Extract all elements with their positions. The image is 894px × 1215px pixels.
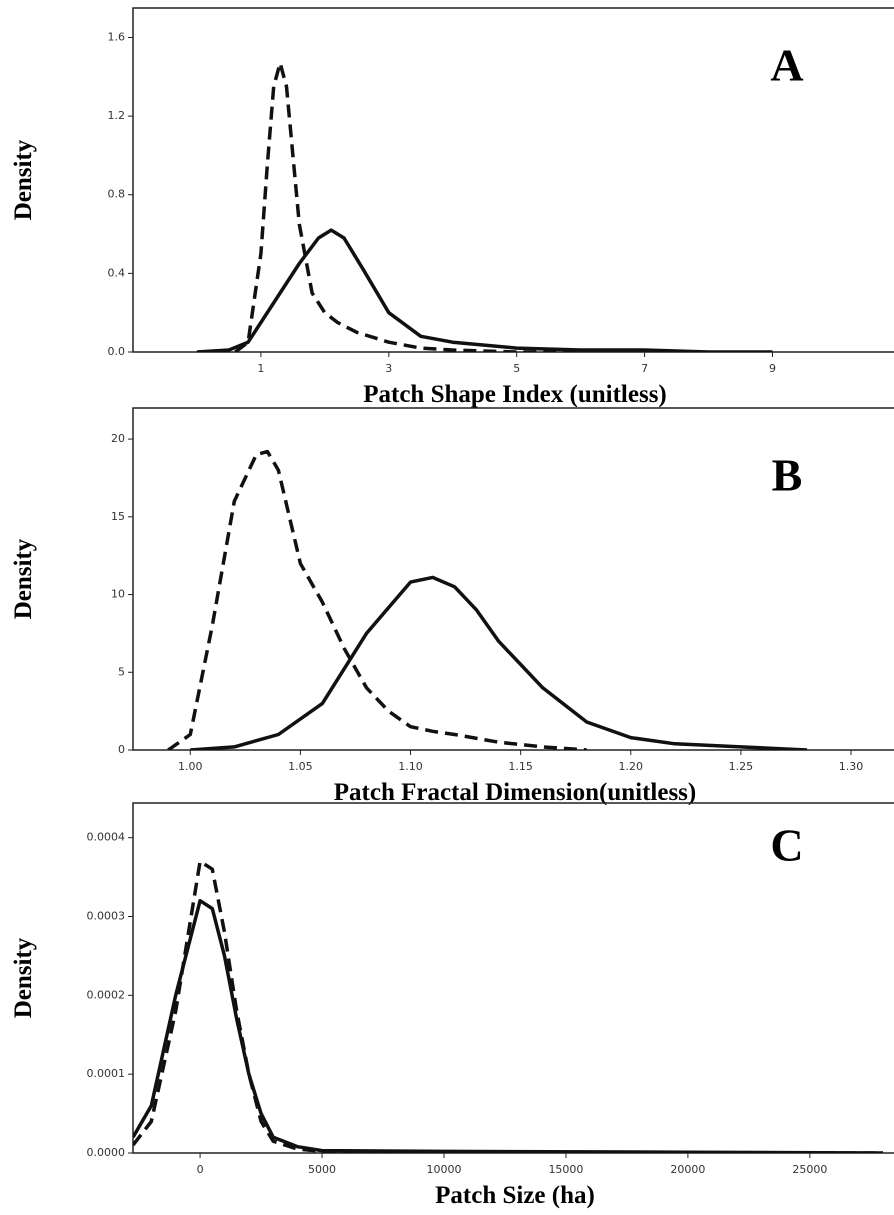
x-axis-label: Patch Fractal Dimension(unitless)	[334, 779, 696, 806]
y-tick-label: 0.8	[108, 188, 126, 201]
y-tick-label: 0.0004	[87, 831, 126, 844]
panel-label: C	[770, 820, 803, 871]
x-tick-label: 20000	[670, 1163, 705, 1176]
axis-frame	[132, 407, 894, 751]
y-tick-label: 5	[118, 665, 125, 678]
y-tick-label: 0.0	[108, 345, 126, 358]
x-tick-label: 1.05	[288, 760, 313, 773]
x-tick-label: 1.30	[839, 760, 864, 773]
y-tick-label: 0.0002	[87, 988, 126, 1001]
y-tick-label: 15	[111, 510, 125, 523]
x-tick-label: 5	[513, 362, 520, 375]
y-tick-label: 0.0000	[87, 1146, 126, 1159]
x-tick-label: 25000	[792, 1163, 827, 1176]
panel: 0.0000 0.0001 0.0002 0.0003 0.0004 0 5000 10000…	[10, 802, 894, 1209]
x-tick-label: 15000	[548, 1163, 583, 1176]
density-line	[133, 898, 884, 1153]
y-tick-label: 0.0003	[87, 910, 126, 923]
panel-label: A	[770, 40, 803, 91]
y-tick-label: 1.6	[108, 30, 126, 43]
x-tick-label: 3	[385, 362, 392, 375]
density-line	[234, 61, 581, 352]
x-tick-label: 1.20	[619, 760, 644, 773]
x-tick-label: 5000	[308, 1163, 336, 1176]
y-tick-label: 0.4	[108, 266, 126, 279]
x-tick-label: 1	[257, 362, 264, 375]
x-tick-label: 1.10	[398, 760, 423, 773]
panel-label: B	[772, 450, 803, 501]
x-tick-label: 7	[641, 362, 648, 375]
y-axis-label: Density	[10, 139, 37, 220]
x-tick-label: 1.15	[508, 760, 533, 773]
x-axis-label: Patch Size (ha)	[435, 1182, 595, 1209]
y-tick-label: 20	[111, 432, 125, 445]
x-tick-label: 1.25	[729, 760, 754, 773]
x-axis-label: Patch Shape Index (unitless)	[363, 381, 667, 408]
y-tick-label: 0	[118, 743, 125, 756]
y-tick-label: 1.2	[108, 109, 126, 122]
y-axis-label: Density	[10, 937, 37, 1018]
density-line	[196, 228, 773, 352]
density-line	[133, 859, 883, 1153]
y-tick-label: 10	[111, 588, 125, 601]
panel: 0.0 0.4 0.8 1.2 1.6 1 3 5 7 9 Density Patch Shape I…	[10, 7, 894, 408]
panel: 0 5 10 15 20 1.00 1.05 1.10 1.15 1.20 1.25 1.30 Dens…	[10, 407, 894, 806]
density-line	[167, 449, 587, 750]
x-tick-label: 0	[197, 1163, 204, 1176]
x-tick-label: 1.00	[178, 760, 203, 773]
density-line	[190, 575, 808, 750]
y-axis-label: Density	[10, 538, 37, 619]
y-tick-label: 0.0001	[87, 1067, 126, 1080]
x-tick-label: 9	[769, 362, 776, 375]
x-tick-label: 10000	[426, 1163, 461, 1176]
